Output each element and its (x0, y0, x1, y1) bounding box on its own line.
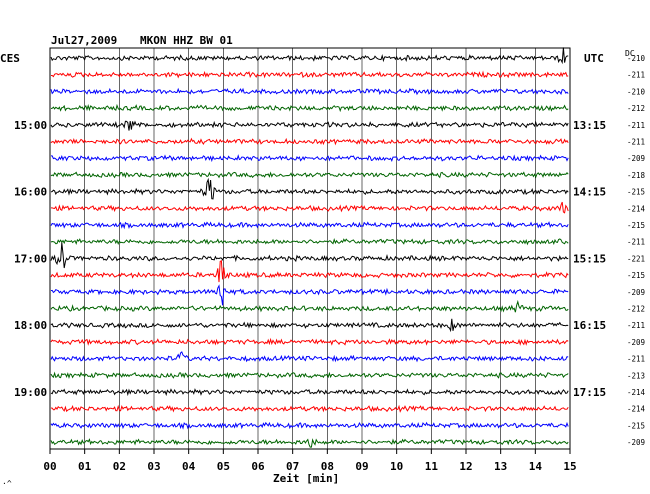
dc-value: -210 (627, 54, 646, 63)
x-tick-label: 04 (182, 460, 196, 473)
dc-value: -214 (627, 388, 646, 397)
x-tick-label: 11 (425, 460, 439, 473)
dc-label: DC (625, 49, 635, 58)
dc-value: -211 (627, 71, 645, 80)
dc-value: -211 (627, 355, 645, 364)
trace-13 (50, 260, 569, 283)
utc-hour-label: 16:15 (573, 319, 606, 332)
trace-15 (50, 299, 569, 313)
x-tick-label: 06 (251, 460, 265, 473)
dc-value: -215 (627, 188, 645, 197)
trace-11 (50, 238, 569, 246)
trace-16 (50, 318, 569, 333)
utc-hour-label: 13:15 (573, 119, 606, 132)
local-hour-label: 19:00 (14, 386, 47, 399)
dc-value: -213 (627, 371, 645, 380)
local-hour-label: 16:00 (14, 186, 47, 199)
trace-9 (51, 201, 569, 214)
dc-value: -212 (627, 305, 645, 314)
dc-value: -211 (627, 138, 645, 147)
x-tick-label: 02 (113, 460, 126, 473)
utc-hour-label: 15:15 (573, 252, 606, 265)
trace-4 (50, 120, 569, 131)
trace-19 (50, 371, 569, 379)
plot-frame (49, 47, 571, 450)
trace-22 (50, 421, 569, 430)
trace-5 (50, 137, 569, 146)
x-tick-label: 01 (78, 460, 92, 473)
trace-6 (51, 154, 569, 163)
trace-1 (51, 70, 569, 79)
local-hour-label: 15:00 (14, 119, 47, 132)
x-tick-label: 14 (529, 460, 543, 473)
x-tick-label: 15 (563, 460, 576, 473)
trace-2 (50, 87, 569, 96)
dc-value: -210 (627, 87, 646, 96)
dc-value: -215 (627, 421, 645, 430)
trace-23 (50, 438, 569, 448)
dc-value: -211 (627, 321, 645, 330)
trace-12 (50, 242, 569, 269)
dc-value: -212 (627, 104, 645, 113)
local-hour-label: 18:00 (14, 319, 47, 332)
dc-value: -215 (627, 271, 645, 280)
trace-0 (50, 47, 569, 65)
dc-value: -209 (627, 338, 645, 347)
dc-value: -209 (627, 438, 645, 447)
dc-value: -214 (627, 405, 646, 414)
trace-20 (50, 388, 569, 397)
dc-value: -221 (627, 254, 645, 263)
utc-hour-label: 14:15 (573, 186, 606, 199)
dc-value: -218 (627, 171, 646, 180)
trace-10 (50, 221, 569, 230)
chart-station: MKON HHZ BW 01 (140, 34, 233, 47)
trace-7 (50, 171, 569, 179)
trace-21 (50, 404, 569, 413)
x-tick-label: 00 (43, 460, 56, 473)
x-tick-label: 08 (321, 460, 334, 473)
x-axis-label: Zeit [min] (273, 472, 340, 485)
corner-mark: ·^ (2, 479, 12, 488)
chart-date: Jul27,2009 (51, 34, 118, 47)
dc-value: -209 (627, 288, 645, 297)
dc-value: -214 (627, 204, 646, 213)
x-tick-label: 03 (147, 460, 160, 473)
right-timezone-label: UTC (584, 52, 604, 65)
x-tick-label: 05 (217, 460, 230, 473)
trace-14 (50, 284, 569, 306)
x-tick-label: 09 (355, 460, 368, 473)
utc-hour-label: 17:15 (573, 386, 606, 399)
trace-3 (50, 103, 569, 113)
dc-value: -215 (627, 221, 645, 230)
dc-value: -211 (627, 238, 645, 247)
dc-value: -211 (627, 121, 645, 130)
x-tick-label: 13 (494, 460, 507, 473)
dc-value: -209 (627, 154, 645, 163)
local-hour-label: 17:00 (14, 252, 47, 265)
x-tick-label: 07 (286, 460, 299, 473)
trace-17 (50, 337, 569, 346)
x-tick-label: 12 (459, 460, 472, 473)
x-tick-label: 10 (390, 460, 403, 473)
trace-18 (50, 351, 569, 363)
trace-8 (50, 177, 569, 200)
left-timezone-label: CES (0, 52, 20, 65)
